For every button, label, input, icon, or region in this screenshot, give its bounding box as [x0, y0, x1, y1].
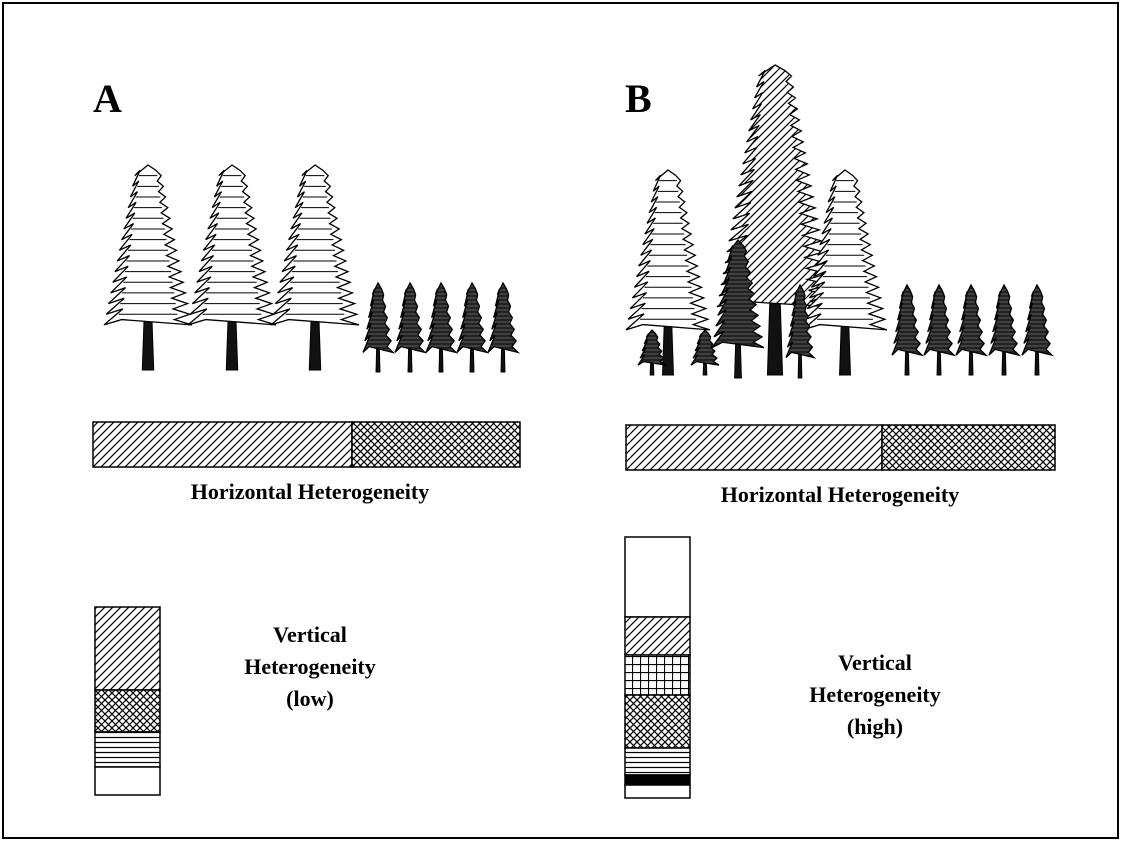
frame	[2, 2, 1119, 839]
panel-label: A	[93, 76, 122, 121]
tree-part	[469, 346, 475, 373]
tree-part	[456, 281, 490, 354]
tree-part	[797, 352, 803, 379]
vertical-bar	[94, 606, 161, 796]
panel-label: B	[625, 76, 652, 121]
tree-part	[766, 301, 784, 376]
tree-part	[968, 349, 974, 376]
tree-part	[1001, 349, 1007, 376]
tree-part	[270, 164, 360, 326]
horizontal-label: Horizontal Heterogeneity	[191, 479, 429, 504]
horizontal-bar	[92, 421, 1056, 471]
horizontal-label: Horizontal Heterogeneity	[721, 482, 959, 507]
tree-part	[103, 164, 193, 326]
tree-part	[662, 324, 674, 376]
vertical-label: Heterogeneity	[244, 654, 376, 679]
vertical-label: Vertical	[838, 650, 912, 675]
tree-part	[438, 346, 444, 373]
tree-part	[394, 281, 428, 354]
tree-part	[375, 346, 381, 373]
tree-part	[734, 342, 742, 379]
tree-part	[839, 324, 851, 376]
vertical-label: (high)	[847, 714, 903, 739]
tree-part	[802, 169, 888, 331]
tree-part	[988, 283, 1022, 357]
tree-part	[1034, 349, 1040, 376]
vertical-label: Heterogeneity	[809, 682, 941, 707]
tree-part	[407, 346, 413, 373]
tree-part	[425, 281, 459, 354]
tree-part	[936, 349, 942, 376]
tree-part	[955, 283, 989, 357]
vertical-label: (low)	[286, 686, 334, 711]
tree-part	[637, 329, 667, 366]
tree-part	[923, 283, 957, 357]
trees	[103, 64, 1055, 379]
tree-part	[500, 346, 506, 373]
tree-part	[1021, 283, 1055, 357]
vertical-label: Vertical	[273, 622, 347, 647]
tree-part	[141, 319, 155, 371]
tree-part	[625, 169, 711, 331]
tree-part	[487, 281, 521, 354]
tree-part	[904, 349, 910, 376]
tree-part	[891, 283, 925, 357]
tree-part	[308, 319, 322, 371]
tree-part	[690, 329, 720, 366]
tree-part	[187, 164, 277, 326]
tree-part	[711, 239, 765, 349]
tree-part	[362, 281, 396, 354]
tree-part	[225, 319, 239, 371]
vertical-bar	[624, 536, 691, 799]
tree-part	[716, 64, 834, 308]
tree-part	[785, 283, 817, 359]
